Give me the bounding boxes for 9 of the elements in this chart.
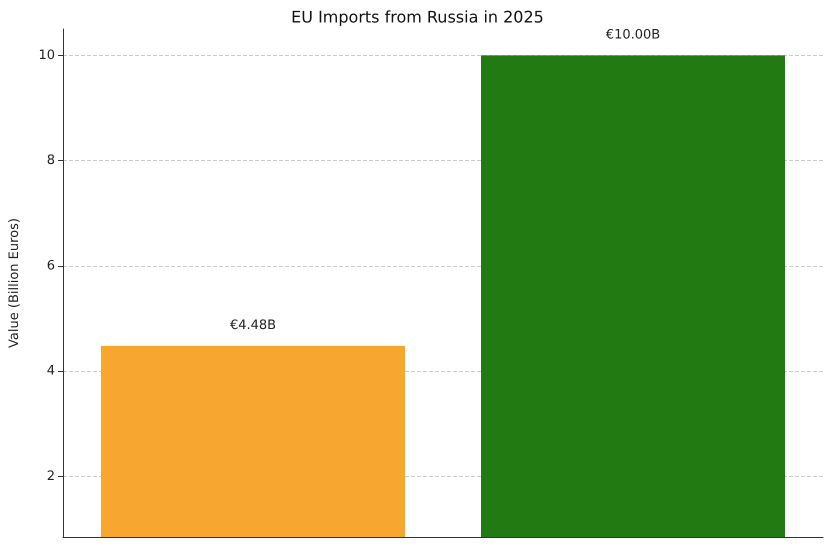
y-tick-label: 6 [46,258,55,274]
y-tick-label: 2 [46,468,55,484]
y-tick-label: 10 [38,48,55,63]
y-tick-label: 4 [46,364,55,379]
chart-title: EU Imports from Russia in 2025 [291,8,544,26]
y-axis-title: Value (Billion Euros) [7,218,22,348]
data-label: €10.00B [606,27,660,42]
data-label: €4.48B [230,318,276,333]
y-tick-label: 8 [46,153,55,168]
